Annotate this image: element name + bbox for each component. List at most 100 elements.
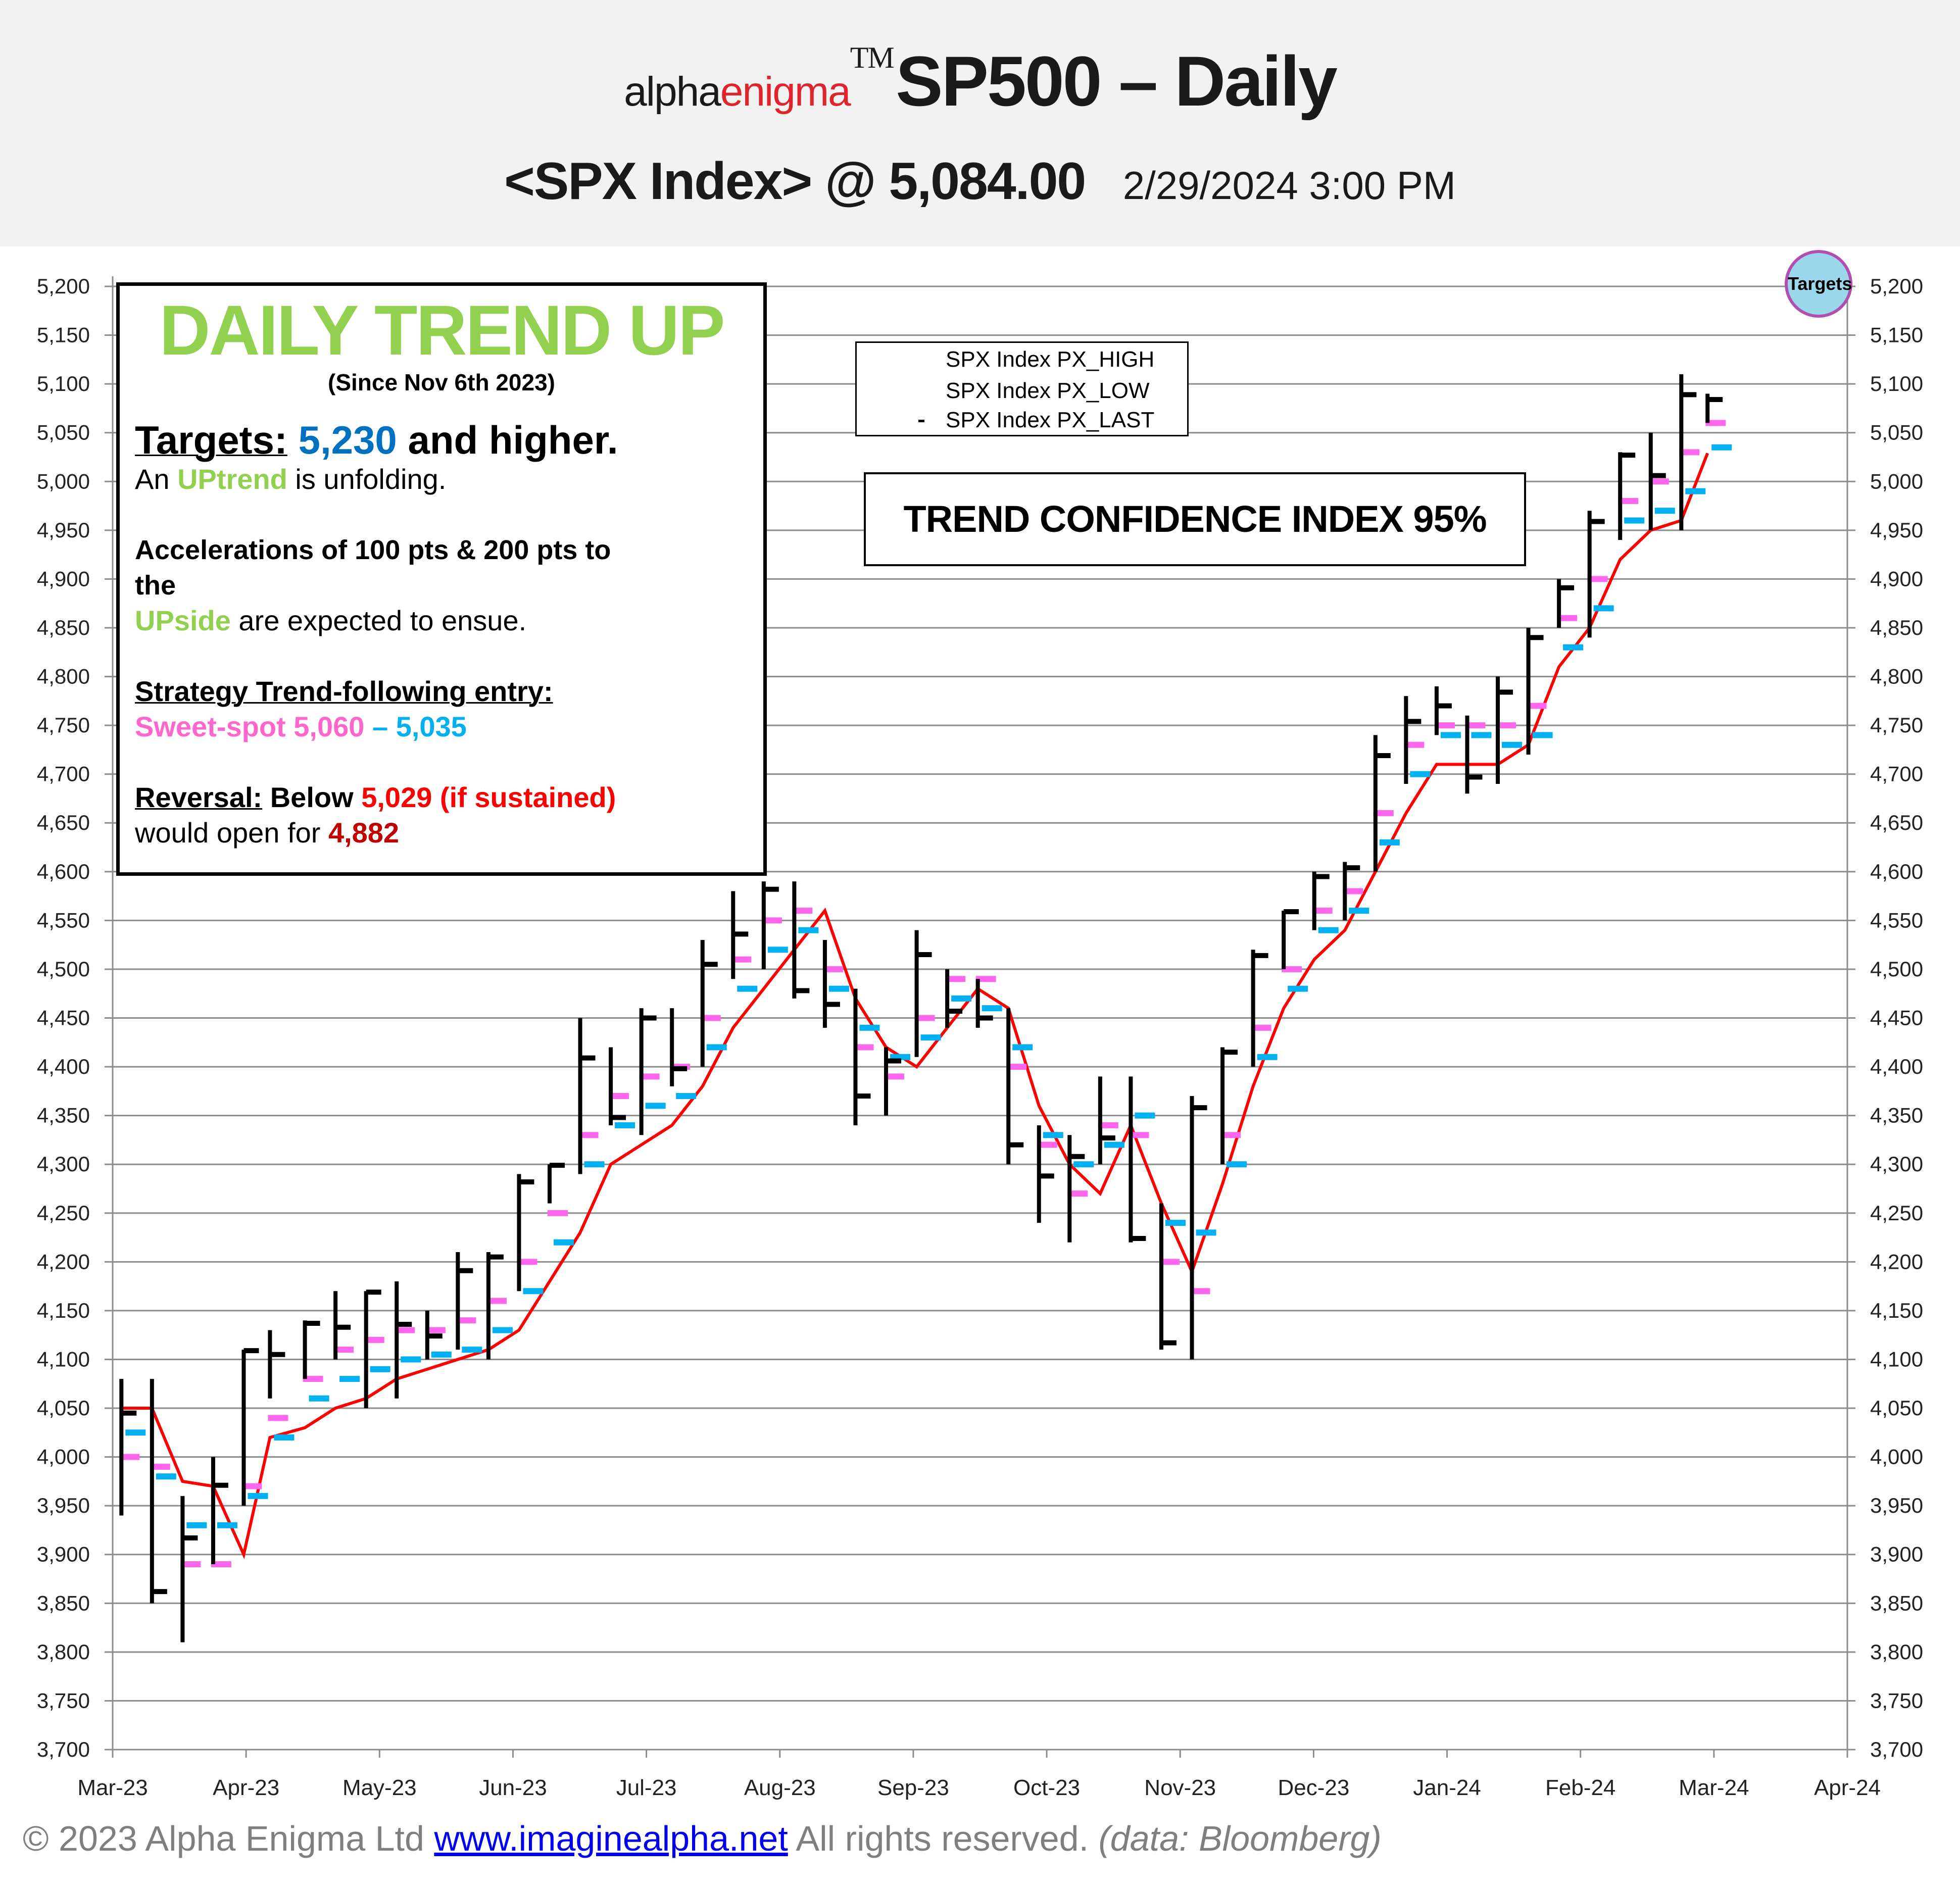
brand-logo: alphaenigmaTM bbox=[624, 41, 895, 115]
website-link[interactable]: www.imaginealpha.net bbox=[434, 1819, 788, 1858]
chart-title: SP500 – Daily bbox=[896, 41, 1338, 121]
y-tick-label-left: 5,150 bbox=[37, 323, 90, 347]
x-tick-label: Nov-23 bbox=[1144, 1775, 1216, 1800]
sweet-spot-upper-mark bbox=[1343, 888, 1363, 895]
text: would open for bbox=[135, 817, 321, 849]
sweet-spot-upper-mark bbox=[761, 917, 782, 924]
y-tick-label-left: 5,200 bbox=[37, 274, 90, 298]
accel-line1: Accelerations of 100 pts & 200 pts to bbox=[135, 535, 611, 565]
x-tick-label: Feb-24 bbox=[1545, 1775, 1615, 1800]
sweet-spot-upper-mark bbox=[425, 1327, 446, 1333]
sweet-spot-lower-mark bbox=[615, 1122, 635, 1128]
sweet-spot-lower-mark bbox=[370, 1366, 390, 1372]
x-tick-label: Oct-23 bbox=[1013, 1775, 1080, 1800]
targets-rest: and higher. bbox=[408, 418, 618, 462]
sweet-spot-upper-mark bbox=[395, 1327, 415, 1333]
sweet-spot-lower-mark bbox=[125, 1429, 146, 1436]
sweet-spot-upper-mark bbox=[792, 908, 813, 914]
sweet-spot-upper-mark bbox=[1679, 449, 1700, 456]
sweet-spot-upper-mark bbox=[456, 1317, 476, 1324]
y-tick-label-left: 4,800 bbox=[37, 665, 90, 688]
uptrend-line: An UPtrend is unfolding. bbox=[135, 462, 748, 497]
sweet-spot-upper-mark bbox=[1526, 703, 1547, 709]
open-target: 4,882 bbox=[328, 817, 400, 849]
legend-item-last: SPX Index PX_LAST bbox=[946, 408, 1155, 432]
sweet-spot-upper-mark bbox=[241, 1483, 262, 1489]
y-tick-label-left: 4,050 bbox=[37, 1396, 90, 1420]
sweet-spot-lower-mark bbox=[737, 985, 758, 992]
sweet-spot-upper-mark bbox=[731, 956, 752, 963]
chart-header: alphaenigmaTM SP500 – Daily <SPX Index> … bbox=[0, 0, 1960, 246]
sweet-spot-lower-mark bbox=[1563, 644, 1584, 651]
y-tick-label-right: 4,000 bbox=[1870, 1445, 1923, 1469]
x-tick-label: Sep-23 bbox=[877, 1775, 949, 1800]
reversal-value: 5,029 (if sustained) bbox=[361, 781, 616, 813]
sweet-spot-lower-mark bbox=[248, 1493, 268, 1499]
sweet-spot-upper-mark bbox=[639, 1073, 660, 1080]
sweet-spot-upper-mark bbox=[1282, 966, 1302, 972]
sweet-spot-upper-mark bbox=[211, 1561, 231, 1568]
targets-line: Targets: 5,230 and higher. bbox=[135, 418, 748, 462]
rights: All rights reserved. bbox=[796, 1819, 1089, 1858]
y-tick-label-right: 4,200 bbox=[1870, 1250, 1923, 1273]
y-tick-label-left: 3,900 bbox=[37, 1543, 90, 1566]
ticker-price: <SPX Index> @ 5,084.00 bbox=[504, 152, 1086, 211]
sweet-spot-upper-mark bbox=[1705, 420, 1726, 426]
sweet-spot-lower-mark bbox=[401, 1356, 421, 1363]
copyright: © 2023 Alpha Enigma Ltd bbox=[23, 1819, 424, 1858]
sweet-spot-lower-mark bbox=[1532, 732, 1553, 738]
sweet-spot-upper-mark bbox=[517, 1259, 537, 1265]
targets-value: 5,230 bbox=[298, 418, 397, 462]
legend-marker-last bbox=[918, 420, 924, 422]
sweet-spot-lower-mark bbox=[1104, 1141, 1124, 1148]
legend-item-high: SPX Index PX_HIGH bbox=[946, 347, 1155, 372]
x-tick-label: Jul-23 bbox=[616, 1775, 677, 1800]
sweet-spot-upper-mark bbox=[1129, 1132, 1149, 1138]
sweet-spot-lower-mark bbox=[798, 927, 819, 933]
data-source: (data: Bloomberg) bbox=[1098, 1819, 1382, 1858]
sweet-spot-lower-mark bbox=[1288, 985, 1308, 992]
y-tick-label-left: 4,750 bbox=[37, 713, 90, 737]
sweet-spot-lower-mark bbox=[462, 1347, 482, 1353]
sweet-spot-upper-mark bbox=[486, 1298, 507, 1304]
sweet-spot-lower-mark bbox=[1196, 1229, 1216, 1236]
sweet-spot-lower-mark bbox=[676, 1093, 697, 1100]
y-tick-label-right: 3,850 bbox=[1870, 1591, 1923, 1615]
sweet-spot-lower-mark bbox=[706, 1044, 727, 1051]
title-line: alphaenigmaTM SP500 – Daily bbox=[0, 40, 1960, 122]
sweet-spot-upper: Sweet-spot 5,060 bbox=[135, 711, 365, 742]
sweet-spot-upper-mark bbox=[303, 1376, 323, 1382]
y-tick-label-right: 4,100 bbox=[1870, 1347, 1923, 1371]
y-tick-label-right: 4,700 bbox=[1870, 762, 1923, 786]
sweet-spot-line: Sweet-spot 5,060 – 5,035 bbox=[135, 709, 748, 744]
y-tick-label-right: 4,450 bbox=[1870, 1006, 1923, 1030]
sweet-spot-lower-mark bbox=[274, 1434, 295, 1440]
sweet-spot-lower-mark bbox=[951, 995, 972, 1002]
sweet-spot-lower-mark bbox=[1593, 605, 1614, 612]
sweet-spot-upper-mark bbox=[1648, 478, 1669, 485]
y-tick-label-right: 3,700 bbox=[1870, 1737, 1923, 1761]
y-tick-label-left: 4,300 bbox=[37, 1152, 90, 1176]
sweet-spot-lower-mark bbox=[1012, 1044, 1033, 1051]
series bbox=[119, 374, 1732, 1643]
text: An bbox=[135, 463, 170, 495]
sweet-spot-upper-mark bbox=[1496, 722, 1516, 729]
sweet-spot-upper-mark bbox=[609, 1093, 629, 1100]
text: is unfolding. bbox=[295, 463, 447, 495]
y-tick-label-left: 4,850 bbox=[37, 616, 90, 639]
y-tick-label-right: 4,950 bbox=[1870, 518, 1923, 542]
sweet-spot-upper-mark bbox=[547, 1210, 568, 1216]
sweet-spot-upper-mark bbox=[180, 1561, 201, 1568]
y-tick-label-left: 4,550 bbox=[37, 908, 90, 932]
y-tick-label-left: 3,950 bbox=[37, 1494, 90, 1517]
sweet-spot-upper-mark bbox=[119, 1454, 140, 1460]
targets-badge[interactable]: Targets bbox=[1785, 250, 1852, 318]
sweet-spot-lower-mark bbox=[1379, 839, 1400, 846]
y-tick-label-right: 4,900 bbox=[1870, 567, 1923, 590]
sweet-spot-upper-mark bbox=[1373, 810, 1394, 816]
x-tick-label: Mar-24 bbox=[1679, 1775, 1749, 1800]
x-tick-label: Apr-24 bbox=[1814, 1775, 1881, 1800]
sweet-spot-lower-mark bbox=[920, 1034, 941, 1041]
sweet-spot-lower-mark bbox=[553, 1239, 574, 1246]
sweet-spot-lower-mark bbox=[1711, 444, 1732, 451]
